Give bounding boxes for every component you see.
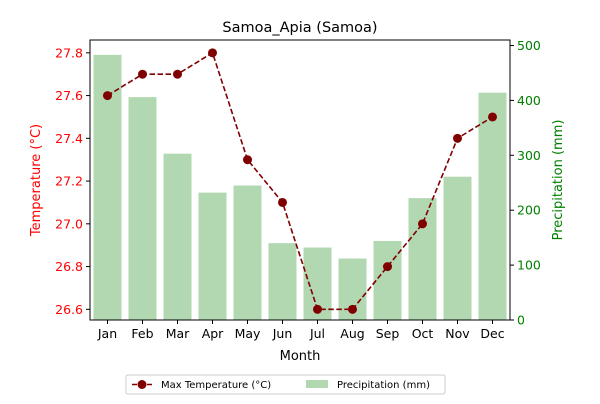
legend: Max Temperature (°C) Precipitation (mm) bbox=[125, 374, 446, 395]
legend-line-marker bbox=[137, 380, 147, 389]
x-tick-label: Apr bbox=[202, 326, 224, 341]
plot-frame bbox=[89, 39, 511, 321]
y-left-tick-label: 27.8 bbox=[55, 45, 83, 60]
x-tick-label: Jul bbox=[309, 326, 325, 341]
temperature-point-aug bbox=[348, 304, 357, 314]
temperature-point-oct bbox=[418, 219, 427, 229]
y-right-tick-label: 500 bbox=[517, 38, 541, 53]
temperature-line bbox=[107, 51, 493, 311]
bars-layer bbox=[93, 54, 507, 321]
y-left-tick-label: 27.2 bbox=[55, 174, 83, 189]
y-left-tick-label: 27.6 bbox=[55, 88, 83, 103]
y-axis-left-label: Temperature (°C) bbox=[29, 124, 44, 237]
x-axis-label: Month bbox=[280, 349, 321, 364]
y-right-tick-label: 0 bbox=[517, 313, 525, 328]
temperature-point-dec bbox=[488, 112, 497, 122]
precip-bar-feb bbox=[128, 97, 157, 320]
y-left-tick-label: 27.0 bbox=[55, 216, 83, 231]
line-layer bbox=[103, 48, 497, 314]
y-right-tick-label: 100 bbox=[517, 258, 541, 273]
precip-bar-jun bbox=[268, 243, 297, 320]
temperature-point-jul bbox=[313, 304, 322, 314]
temperature-point-feb bbox=[138, 69, 147, 79]
x-tick-label: Nov bbox=[445, 326, 470, 341]
precip-bar-mar bbox=[163, 153, 192, 320]
y-left-tick-label: 27.4 bbox=[55, 131, 83, 146]
y-left-tick-label: 26.8 bbox=[55, 259, 83, 274]
legend-frame bbox=[125, 374, 446, 395]
temperature-point-sep bbox=[383, 262, 392, 272]
y-right-tick-label: 300 bbox=[517, 148, 541, 163]
x-tick-label: May bbox=[235, 326, 261, 341]
legend-bar-swatch bbox=[306, 380, 328, 388]
precip-bar-apr bbox=[198, 192, 227, 320]
x-tick-label: Mar bbox=[166, 326, 190, 341]
axes-layer: Jan Feb Mar Apr May Jun Jul Aug Sep Oct Nov Dec 26.6… bbox=[55, 38, 541, 341]
x-tick-label: Oct bbox=[412, 326, 434, 341]
y-axis-right-label: Precipitation (mm) bbox=[551, 120, 566, 241]
precip-bar-oct bbox=[408, 198, 437, 320]
temperature-point-nov bbox=[453, 133, 462, 143]
y-right-tick-label: 400 bbox=[517, 93, 541, 108]
precip-bar-sep bbox=[373, 240, 402, 320]
x-tick-label: Jan bbox=[97, 326, 117, 341]
y-left-tick-label: 26.6 bbox=[55, 302, 83, 317]
precip-bar-nov bbox=[443, 176, 472, 320]
x-tick-label: Aug bbox=[340, 326, 364, 341]
legend-label-precipitation: Precipitation (mm) bbox=[337, 380, 430, 391]
precip-bar-dec bbox=[478, 92, 507, 321]
temperature-point-jun bbox=[278, 197, 287, 207]
legend-label-temperature: Max Temperature (°C) bbox=[161, 380, 271, 391]
x-tick-label: Dec bbox=[480, 326, 504, 341]
temperature-point-mar bbox=[173, 69, 182, 79]
temperature-point-jan bbox=[103, 91, 112, 101]
temperature-point-may bbox=[243, 155, 252, 165]
chart-title: Samoa_Apia (Samoa) bbox=[222, 20, 377, 36]
precip-bar-may bbox=[233, 185, 262, 320]
x-tick-label: Sep bbox=[376, 326, 400, 341]
x-tick-label: Jun bbox=[272, 326, 293, 341]
temperature-point-apr bbox=[208, 48, 217, 58]
y-right-tick-label: 200 bbox=[517, 203, 541, 218]
x-tick-label: Feb bbox=[131, 326, 153, 341]
